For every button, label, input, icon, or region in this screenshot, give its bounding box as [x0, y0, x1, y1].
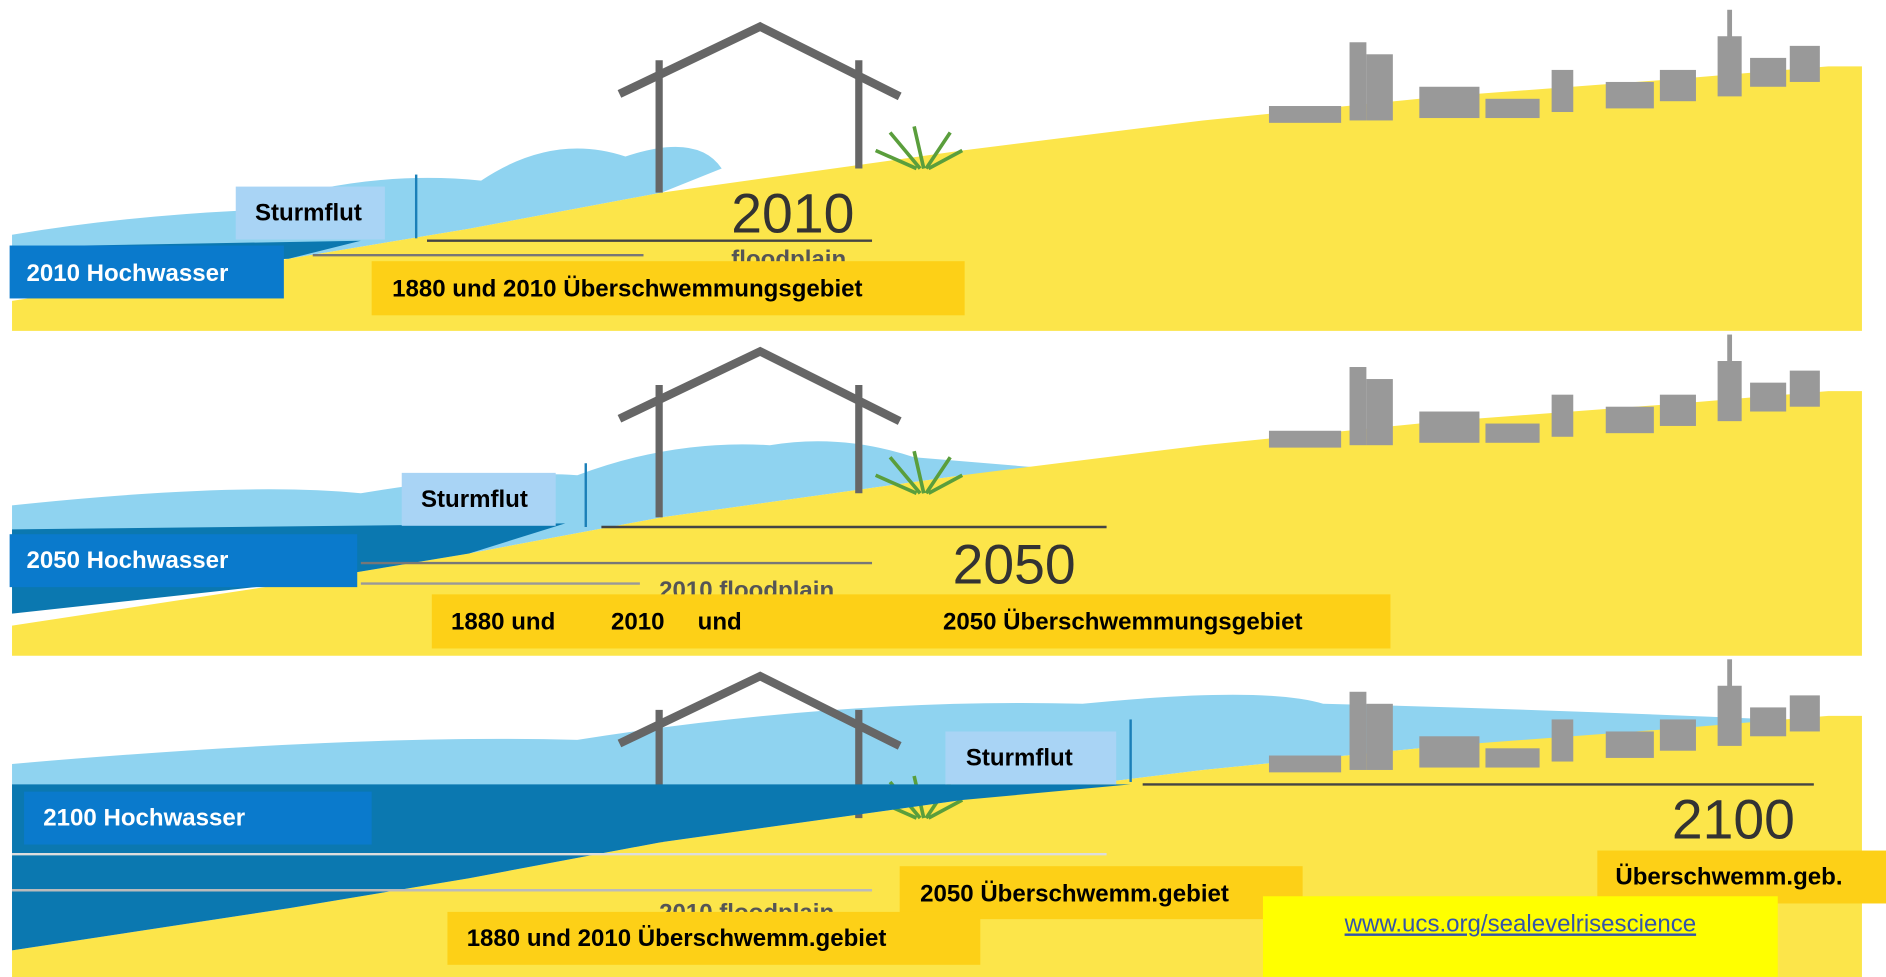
source-link[interactable]: www.ucs.org/sealevelrisescience [1344, 910, 1697, 937]
floodplain-part: 2050 Überschwemmungsgebiet [943, 609, 1303, 636]
water-label: 2100 Hochwasser [43, 805, 245, 832]
storm-label: Sturmflut [966, 744, 1073, 771]
floodplain-part: und [698, 609, 742, 636]
panel-2010: 2010 floodplain Sturmflut 2010 Hochwasse… [10, 10, 1862, 331]
year-label: 2010 [731, 182, 854, 244]
floodplain-label: 1880 und 2010 Überschwemmungsgebiet [392, 275, 862, 302]
floodplain-label: 2050 Überschwemm.gebiet [920, 880, 1229, 907]
floodplain-label: 1880 und 2010 Überschwemm.gebiet [467, 925, 887, 952]
floodplain-label: Überschwemm.geb. [1615, 864, 1842, 891]
panel-2100: 2100 2010 floodplain Sturmflut 2100 Hoch… [12, 659, 1886, 977]
panel-2050: 2050 2010 floodplain Sturmflut 2050 Hoch… [10, 335, 1862, 656]
floodplain-part: 1880 und [451, 609, 555, 636]
infographic: 2010 floodplain Sturmflut 2010 Hochwasse… [0, 0, 1886, 977]
floodplain-part: 2010 [611, 609, 665, 636]
water-label: 2050 Hochwasser [26, 547, 228, 574]
storm-label: Sturmflut [421, 486, 528, 513]
year-label: 2100 [1672, 789, 1795, 851]
year-label: 2050 [953, 534, 1076, 596]
storm-label: Sturmflut [255, 200, 362, 227]
water-label: 2010 Hochwasser [26, 260, 228, 287]
